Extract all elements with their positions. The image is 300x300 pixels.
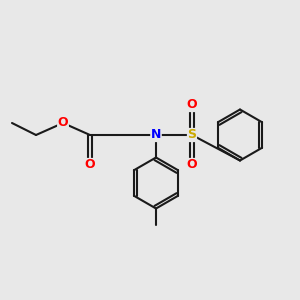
Text: O: O <box>58 116 68 130</box>
Text: O: O <box>85 158 95 172</box>
Text: O: O <box>187 98 197 112</box>
Text: S: S <box>188 128 196 142</box>
Text: N: N <box>151 128 161 142</box>
Text: O: O <box>187 158 197 172</box>
